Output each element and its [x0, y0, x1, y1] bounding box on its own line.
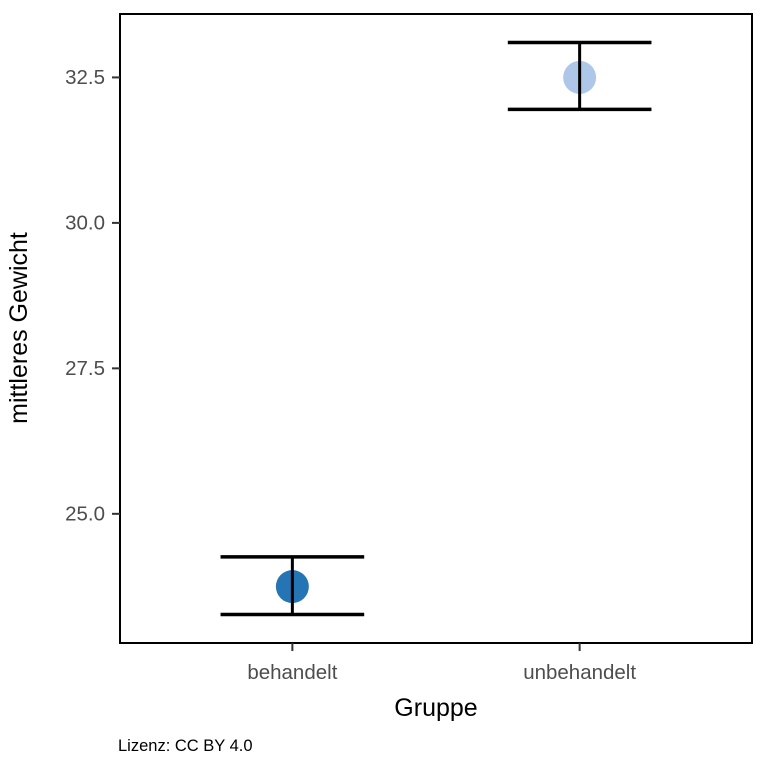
x-axis-title: Gruppe	[394, 694, 477, 722]
plot-marks: 25.0 27.5 30.0 32.5 behandelt unbehandelt	[65, 40, 652, 684]
y-axis-tick-label: 27.5	[65, 357, 105, 380]
x-axis-tick-label-behandelt: behandelt	[247, 661, 337, 684]
y-axis-tick-label: 25.0	[65, 502, 105, 525]
y-axis-tick-label: 32.5	[65, 66, 105, 89]
plot-panel	[119, 13, 753, 644]
license-caption: Lizenz: CC BY 4.0	[118, 737, 253, 755]
y-axis-tick-label: 30.0	[65, 211, 105, 234]
y-axis-title: mittleres Gewicht	[5, 232, 33, 424]
x-axis-tick-label-unbehandelt: unbehandelt	[523, 661, 636, 684]
